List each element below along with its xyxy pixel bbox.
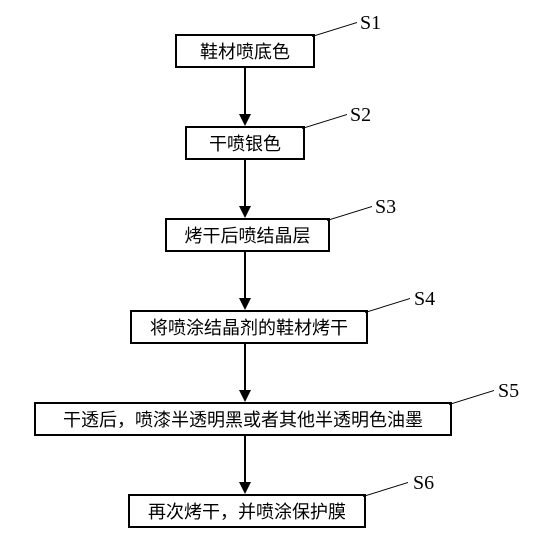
lead-line-s2 [302,114,347,142]
arrow-down-icon [239,482,251,494]
step-label-s1: S1 [360,12,381,35]
flow-edge-n2-n3 [244,160,246,218]
flow-node-text: 烤干后喷结晶层 [185,222,311,248]
arrow-down-icon [239,390,251,402]
lead-line-s1 [312,22,357,50]
flow-node-n1: 鞋材喷底色 [175,34,315,68]
step-label-s3: S3 [375,196,396,219]
lead-line-s6 [363,482,408,510]
lead-line-s4 [365,298,410,326]
flow-node-text: 鞋材喷底色 [200,38,290,64]
arrow-down-icon [239,114,251,126]
flow-node-text: 将喷涂结晶剂的鞋材烤干 [150,314,348,340]
step-label-s2: S2 [350,104,371,127]
step-label-s6: S6 [413,472,434,495]
flow-node-n3: 烤干后喷结晶层 [165,218,330,252]
arrow-down-icon [239,298,251,310]
lead-line-s3 [327,206,372,234]
lead-line-s5 [449,390,494,418]
flow-edge-n4-n5 [244,344,246,402]
flow-node-n4: 将喷涂结晶剂的鞋材烤干 [130,310,368,344]
flow-node-text: 再次烤干，并喷涂保护膜 [148,498,346,524]
flow-node-text: 干喷银色 [209,130,281,156]
flow-edge-n1-n2 [244,68,246,126]
flow-edge-n3-n4 [244,252,246,310]
flow-node-n6: 再次烤干，并喷涂保护膜 [128,494,366,528]
step-label-s5: S5 [498,380,519,403]
step-label-s4: S4 [414,288,435,311]
flow-node-n5: 干透后，喷漆半透明黑或者其他半透明色油墨 [34,402,452,436]
flow-node-text: 干透后，喷漆半透明黑或者其他半透明色油墨 [63,406,423,432]
arrow-down-icon [239,206,251,218]
flow-node-n2: 干喷银色 [185,126,305,160]
flowchart-canvas: 鞋材喷底色干喷银色烤干后喷结晶层将喷涂结晶剂的鞋材烤干干透后，喷漆半透明黑或者其… [0,0,560,554]
flow-edge-n5-n6 [244,436,246,494]
